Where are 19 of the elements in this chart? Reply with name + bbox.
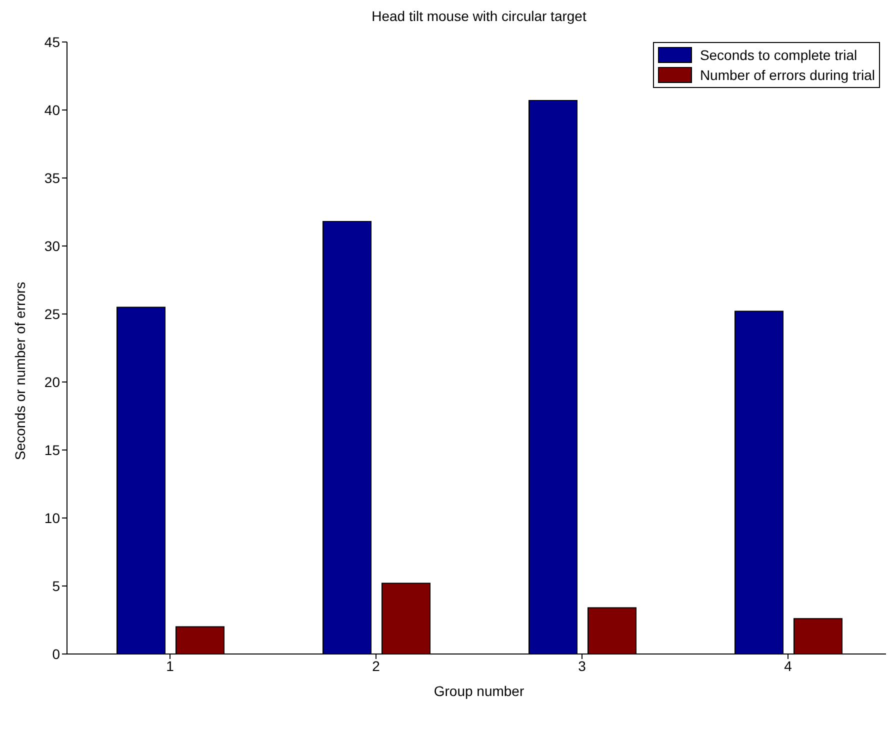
legend-label: Number of errors during trial xyxy=(700,67,875,83)
y-tick-label: 40 xyxy=(44,102,60,118)
x-axis-title: Group number xyxy=(434,683,524,699)
legend-label: Seconds to complete trial xyxy=(700,47,858,63)
y-tick-label: 10 xyxy=(44,510,60,526)
y-tick-label: 20 xyxy=(44,374,60,390)
y-tick-label: 5 xyxy=(52,578,60,594)
y-axis-title: Seconds or number of errors xyxy=(12,282,28,460)
chart-title: Head tilt mouse with circular target xyxy=(370,8,588,24)
y-tick-label: 0 xyxy=(52,646,60,662)
y-tick-label: 35 xyxy=(44,170,60,186)
x-tick-label: 4 xyxy=(784,658,792,674)
y-tick-label: 30 xyxy=(44,238,60,254)
x-tick-label: 1 xyxy=(166,658,174,674)
y-tick-label: 15 xyxy=(44,442,60,458)
y-tick-label: 45 xyxy=(44,34,60,50)
y-tick-label: 25 xyxy=(44,306,60,322)
x-tick-label: 2 xyxy=(372,658,380,674)
x-tick-label: 3 xyxy=(578,658,586,674)
